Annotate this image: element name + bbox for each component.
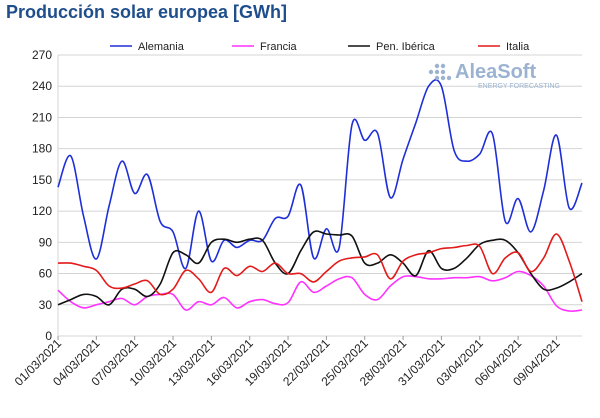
legend-label-pen-iberica: Pen. Ibérica: [376, 41, 436, 53]
series-lines: [57, 79, 583, 312]
chart-title: Producción solar europea [GWh]: [6, 2, 288, 22]
y-tick-label: 0: [45, 329, 52, 343]
legend-label-alemania: Alemania: [138, 41, 185, 53]
y-tick-label: 270: [32, 48, 52, 62]
y-tick-label: 30: [39, 298, 53, 312]
legend: Alemania Francia Pen. Ibérica Italia: [110, 41, 530, 53]
gridlines: [57, 54, 582, 340]
x-tick-labels: 01/03/202104/03/202107/03/202110/03/2021…: [12, 336, 563, 389]
y-tick-label: 150: [32, 173, 52, 187]
legend-label-italia: Italia: [506, 41, 530, 53]
legend-label-francia: Francia: [260, 41, 298, 53]
logo-mark-icon: [428, 63, 452, 81]
logo-name: AleaSoft: [455, 61, 536, 83]
y-tick-label: 180: [32, 142, 52, 156]
y-tick-label: 240: [32, 79, 52, 93]
aleasoft-logo: AleaSoft ENERGY FORECASTING: [428, 61, 560, 90]
y-tick-label: 60: [39, 267, 53, 281]
y-tick-label: 120: [32, 204, 52, 218]
y-tick-labels: 0 30 60 90 120 150 180 210 240 270: [32, 48, 52, 343]
series-line-pen-iberica: [57, 230, 583, 306]
y-tick-label: 210: [32, 110, 52, 124]
series-line-italia: [57, 233, 583, 302]
y-tick-label: 90: [39, 235, 53, 249]
logo-tagline: ENERGY FORECASTING: [478, 83, 560, 90]
series-line-alemania: [57, 79, 583, 270]
